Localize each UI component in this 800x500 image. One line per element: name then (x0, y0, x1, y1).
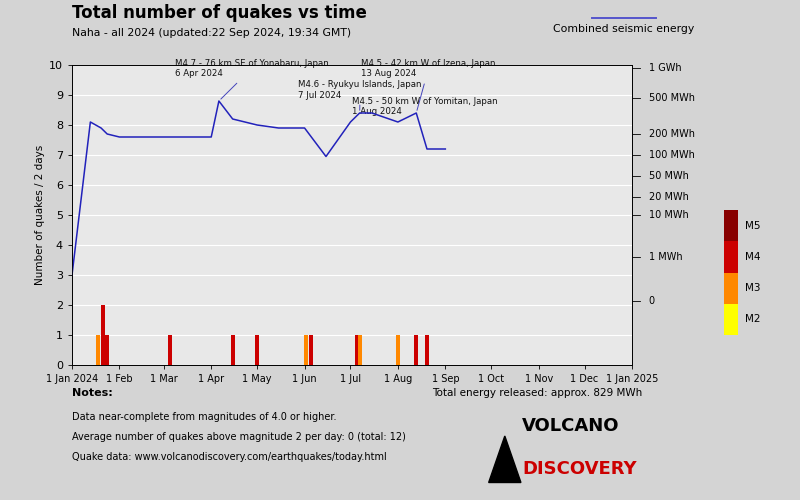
Bar (168, 335, 172, 365)
Bar (358, 335, 362, 365)
Bar (396, 335, 400, 365)
Text: 1 GWh: 1 GWh (649, 63, 682, 73)
Polygon shape (489, 436, 521, 482)
Text: DISCOVERY: DISCOVERY (522, 460, 637, 477)
Text: 50 MWh: 50 MWh (649, 171, 689, 181)
Text: 100 MWh: 100 MWh (649, 150, 694, 160)
Text: M4.5 - 50 km W of Yomitan, Japan
1 Aug 2024: M4.5 - 50 km W of Yomitan, Japan 1 Aug 2… (352, 96, 498, 120)
Bar (354, 335, 358, 365)
Text: M5: M5 (745, 220, 760, 230)
Text: M2: M2 (745, 314, 760, 324)
Bar (255, 335, 259, 365)
Text: Average number of quakes above magnitude 2 per day: 0 (total: 12): Average number of quakes above magnitude… (72, 432, 406, 442)
Text: 0: 0 (649, 296, 655, 306)
Text: M4: M4 (745, 252, 760, 262)
Text: 20 MWh: 20 MWh (649, 192, 689, 202)
Text: M4.5 - 42 km W of Izena, Japan
13 Aug 2024: M4.5 - 42 km W of Izena, Japan 13 Aug 20… (361, 59, 496, 110)
Text: VOLCANO: VOLCANO (522, 417, 620, 435)
Bar (425, 335, 429, 365)
Text: 10 MWh: 10 MWh (649, 210, 689, 220)
Text: M4.7 - 76 km SE of Yonabaru, Japan
6 Apr 2024: M4.7 - 76 km SE of Yonabaru, Japan 6 Apr… (174, 59, 328, 99)
Text: M3: M3 (745, 283, 760, 293)
Bar (304, 335, 308, 365)
Bar (414, 335, 418, 365)
Text: Quake data: www.volcanodiscovery.com/earthquakes/today.html: Quake data: www.volcanodiscovery.com/ear… (72, 452, 386, 462)
Text: Combined seismic energy: Combined seismic energy (554, 24, 694, 34)
Text: 1 MWh: 1 MWh (649, 252, 682, 262)
Text: Total number of quakes vs time: Total number of quakes vs time (72, 4, 367, 22)
Bar (101, 305, 105, 365)
Text: Notes:: Notes: (72, 388, 113, 398)
Bar (230, 335, 234, 365)
Text: 500 MWh: 500 MWh (649, 93, 694, 103)
Bar (106, 335, 109, 365)
Bar (96, 335, 100, 365)
Text: Naha - all 2024 (updated:22 Sep 2024, 19:34 GMT): Naha - all 2024 (updated:22 Sep 2024, 19… (72, 28, 351, 38)
Y-axis label: Number of quakes / 2 days: Number of quakes / 2 days (35, 145, 45, 285)
Text: Data near-complete from magnitudes of 4.0 or higher.: Data near-complete from magnitudes of 4.… (72, 412, 337, 422)
Text: 200 MWh: 200 MWh (649, 129, 694, 139)
Bar (309, 335, 313, 365)
Text: M4.6 - Ryukyu Islands, Japan
7 Jul 2024: M4.6 - Ryukyu Islands, Japan 7 Jul 2024 (298, 80, 422, 110)
Text: Total energy released: approx. 829 MWh: Total energy released: approx. 829 MWh (432, 388, 642, 398)
